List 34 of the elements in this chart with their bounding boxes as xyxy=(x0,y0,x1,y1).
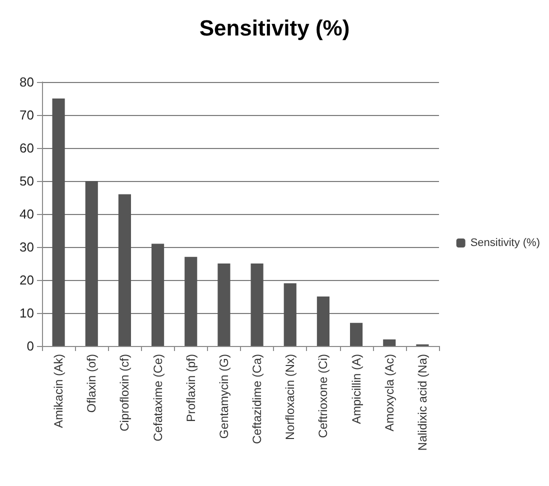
y-tick-label: 10 xyxy=(20,306,34,320)
x-tick-label: Ciprofloxin (cf) xyxy=(118,354,132,432)
bar xyxy=(52,98,65,346)
x-tick-label: Oflaxin (of) xyxy=(84,354,99,413)
y-tick-label: 80 xyxy=(20,74,34,90)
bar xyxy=(350,322,363,346)
bar xyxy=(152,244,164,346)
bar xyxy=(250,264,264,346)
x-tick-label: Amikacin (Ak) xyxy=(52,354,66,428)
x-tick-label: Norfloxacin (Nx) xyxy=(283,354,298,440)
y-tick-label: 0 xyxy=(26,338,34,354)
x-tick-label: Ceftrioxone (Ci) xyxy=(316,354,330,438)
chart-title: Sensitivity (%) xyxy=(199,16,350,40)
bar xyxy=(284,283,296,346)
y-tick-label: 30 xyxy=(20,240,34,254)
x-tick-label: Ceftazidime (Ca) xyxy=(250,354,264,444)
x-tick-label: Nalidixic acid (Na) xyxy=(415,354,430,451)
y-tick-label: 50 xyxy=(20,174,34,188)
y-tick-label: 40 xyxy=(20,206,34,222)
y-tick-label: 60 xyxy=(20,140,34,156)
bar xyxy=(218,264,230,346)
x-tick-label: Gentamycin (G) xyxy=(216,354,231,439)
bar xyxy=(118,194,131,346)
y-tick-label: 20 xyxy=(20,272,34,288)
legend-label: Sensitivity (%) xyxy=(470,237,540,249)
x-tick-label: Ampicillin (A) xyxy=(349,354,364,424)
bar xyxy=(85,181,98,346)
y-tick-label: 70 xyxy=(20,108,34,122)
bar xyxy=(184,256,198,346)
bar xyxy=(383,339,396,346)
bar xyxy=(316,296,330,346)
x-tick-label: Proflaxin (pf) xyxy=(184,354,198,422)
x-tick-label: Cefataxime (Ce) xyxy=(150,354,165,442)
x-tick-label: Amoxycla (Ac) xyxy=(382,354,396,432)
